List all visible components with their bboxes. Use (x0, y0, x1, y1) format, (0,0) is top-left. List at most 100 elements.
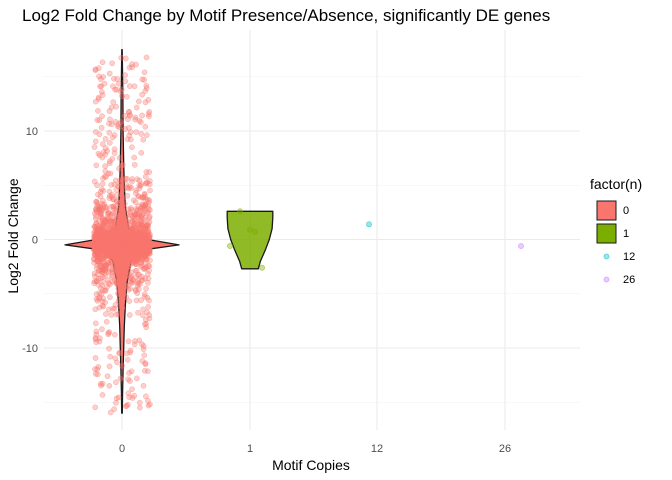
point-0 (94, 278, 100, 285)
point-0 (133, 261, 139, 267)
point-0 (97, 189, 104, 195)
point-0 (123, 403, 129, 410)
point-0 (135, 277, 142, 284)
point-0 (93, 213, 99, 219)
point-0 (123, 93, 130, 100)
point-0 (140, 382, 147, 389)
point-0 (92, 370, 99, 377)
x-tick-label: 0 (119, 443, 125, 455)
point-0 (108, 121, 115, 128)
point-0 (140, 234, 147, 241)
point-0 (118, 190, 125, 197)
legend-label-0: 0 (623, 205, 629, 217)
point-0 (102, 168, 109, 175)
point-0 (133, 375, 140, 382)
point-0 (122, 72, 129, 78)
point-0 (117, 251, 123, 257)
point-0 (126, 184, 133, 190)
point-0 (146, 178, 153, 184)
point-0 (105, 330, 112, 336)
point-0 (99, 141, 106, 147)
point-0 (124, 192, 131, 199)
point-0 (95, 233, 102, 240)
point-0 (125, 338, 132, 345)
point-0 (128, 205, 134, 211)
point-0 (106, 345, 112, 352)
point-0 (124, 222, 130, 228)
point-0 (99, 266, 106, 273)
point-0 (146, 219, 153, 225)
legend-key-bg (596, 246, 617, 267)
point-0 (131, 235, 138, 242)
point-0 (106, 247, 113, 253)
legend-label-12: 12 (623, 251, 635, 263)
x-axis-ticks: 0 1 12 26 (119, 443, 511, 455)
legend-title: factor(n) (590, 176, 642, 192)
point-0 (118, 217, 125, 224)
point-0 (128, 279, 134, 286)
point-0 (100, 303, 107, 310)
point-0 (126, 227, 132, 234)
point-0 (91, 252, 98, 258)
point-0 (142, 275, 148, 282)
x-tick-label: 12 (371, 443, 383, 455)
point-0 (141, 69, 148, 76)
point-0 (129, 395, 136, 401)
point-0 (91, 178, 98, 185)
point-0 (118, 54, 125, 61)
point-0 (115, 80, 122, 87)
legend-label-1: 1 (623, 228, 629, 240)
point-0 (140, 239, 147, 245)
point-0 (129, 251, 136, 258)
legend-swatch-1 (596, 223, 617, 244)
point-0 (94, 117, 101, 123)
point-0 (114, 269, 120, 276)
point-0 (135, 271, 141, 278)
point-0 (106, 70, 113, 77)
point-0 (103, 311, 109, 317)
chart-title: Log2 Fold Change by Motif Presence/Absen… (22, 6, 550, 25)
point-0 (142, 259, 149, 266)
point-0 (93, 328, 100, 335)
point-0 (140, 346, 147, 353)
point-0 (144, 368, 151, 375)
point-0 (145, 397, 151, 404)
point-0 (125, 376, 131, 383)
point-0 (140, 266, 147, 272)
point-0 (128, 185, 135, 191)
point-0 (142, 360, 149, 367)
point-0 (114, 192, 120, 199)
point-0 (102, 145, 109, 152)
point-0 (111, 75, 117, 82)
point-0 (130, 254, 137, 261)
point-26 (518, 243, 524, 249)
point-0 (105, 231, 112, 238)
y-axis-ticks: -10 0 10 (22, 126, 38, 355)
point-0 (145, 304, 152, 310)
point-0 (139, 91, 146, 98)
point-0 (113, 232, 119, 239)
point-0 (92, 66, 99, 73)
point-0 (113, 103, 119, 110)
point-0 (124, 175, 131, 182)
point-1 (259, 264, 265, 271)
point-0 (141, 352, 148, 359)
point-0 (92, 404, 99, 411)
point-0 (127, 212, 134, 219)
point-0 (99, 180, 106, 187)
point-0 (92, 320, 99, 327)
point-0 (98, 228, 105, 234)
point-0 (109, 210, 116, 217)
point-0 (117, 375, 124, 382)
point-0 (131, 162, 138, 168)
point-0 (107, 294, 113, 301)
point-0 (110, 217, 117, 223)
point-0 (91, 144, 98, 150)
point-0 (124, 356, 131, 363)
point-0 (132, 116, 139, 123)
legend-point-12 (603, 253, 610, 260)
point-0 (116, 124, 123, 130)
point-0 (120, 208, 127, 215)
point-0 (99, 274, 106, 281)
point-0 (116, 350, 123, 356)
